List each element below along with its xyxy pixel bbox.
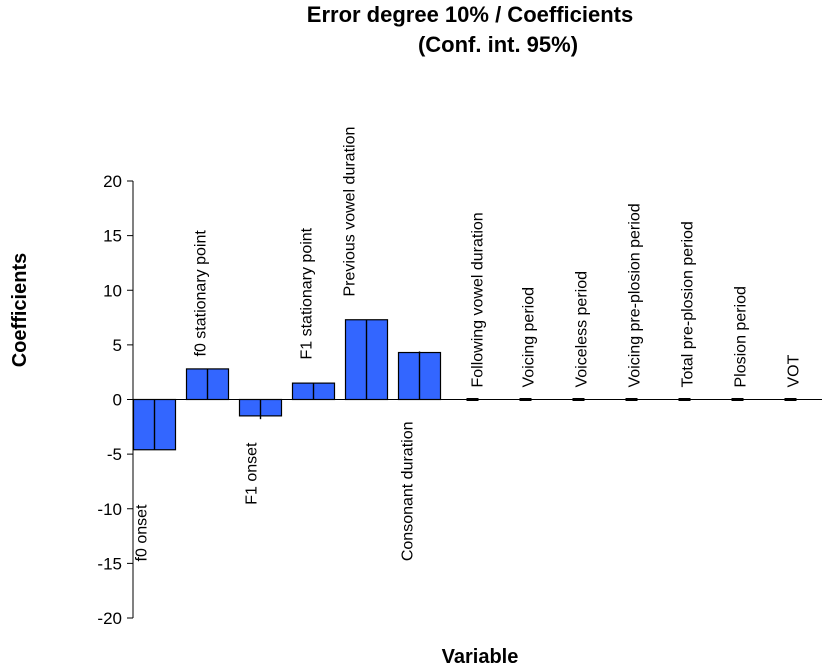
bar	[731, 398, 744, 401]
x-category-label: Consonant duration	[400, 422, 417, 562]
y-tick-label: 20	[103, 172, 122, 191]
x-category-label: Total pre-plosion period	[680, 221, 697, 387]
y-tick-label: 10	[103, 281, 122, 300]
x-category-label: Voiceless period	[574, 271, 591, 388]
bar	[466, 398, 479, 401]
chart-title-line2: (Conf. int. 95%)	[418, 32, 578, 57]
y-tick-label: -10	[97, 500, 122, 519]
x-category-label: Following vowel duration	[470, 212, 487, 387]
bar	[678, 398, 691, 401]
y-tick-label: 0	[113, 391, 122, 410]
y-tick-label: 15	[103, 227, 122, 246]
x-category-label: f0 onset	[134, 504, 151, 561]
x-category-label: Voicing pre-plosion period	[627, 203, 644, 387]
y-axis-title: Coefficients	[9, 253, 31, 367]
bar	[784, 398, 797, 401]
x-category-label: f0 stationary point	[193, 230, 210, 357]
x-category-label: F1 stationary point	[299, 227, 316, 359]
x-category-label: VOT	[786, 354, 803, 387]
plot-area: 20 15 10 5 0 -5 -10 -15 -20 f0 onset f0 stationary…	[97, 127, 822, 628]
bar	[519, 398, 532, 401]
x-category-label: Previous vowel duration	[342, 127, 359, 297]
bar	[572, 398, 585, 401]
y-tick-label: -15	[97, 554, 122, 573]
x-category-label: Plosion period	[733, 286, 750, 387]
x-category-label: Voicing period	[521, 287, 538, 388]
y-tick-label: -5	[107, 445, 122, 464]
y-tick-label: -20	[97, 609, 122, 628]
y-tick-label: 5	[113, 336, 122, 355]
x-category-label: F1 onset	[244, 442, 261, 505]
bar	[625, 398, 638, 401]
chart-title-line1: Error degree 10% / Coefficients	[307, 2, 633, 27]
x-axis-title: Variable	[442, 646, 519, 666]
